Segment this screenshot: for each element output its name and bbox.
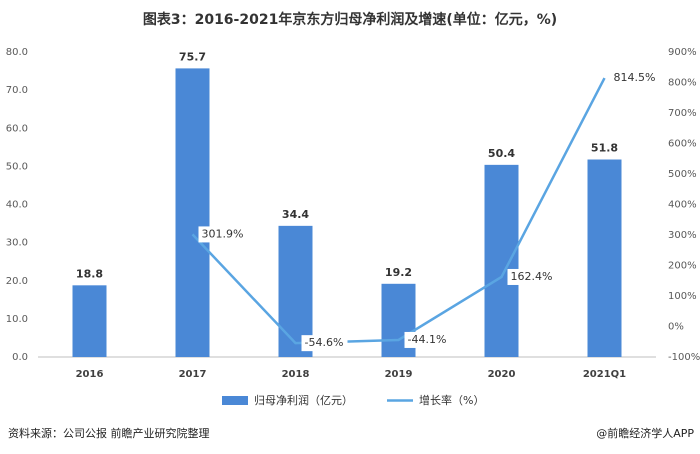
y-tick-label: 50.0 [6, 161, 28, 172]
line-value-label: 301.9% [202, 227, 244, 240]
y2-tick-label: 600% [668, 139, 697, 150]
y2-tick-label: 500% [668, 169, 697, 180]
y-tick-label: 80.0 [6, 47, 28, 58]
line-label-bg [198, 226, 245, 243]
y2-tick-label: 900% [668, 47, 697, 58]
y2-tick-label: 400% [668, 200, 697, 211]
line-value-label: 162.4% [511, 270, 553, 283]
x-tick-label: 2018 [282, 369, 310, 380]
chart-title: 图表3：2016-2021年京东方归母净利润及增速(单位：亿元，%) [143, 11, 557, 28]
line-value-label: -44.1% [408, 333, 447, 346]
line-label-bg [610, 70, 657, 87]
line-label-bg [301, 335, 348, 352]
legend-swatch [222, 396, 248, 405]
legend-label: 增长率（%） [419, 393, 484, 407]
y2-tick-label: 700% [668, 108, 697, 119]
y2-tick-label: 0% [668, 322, 684, 333]
x-tick-label: 2017 [179, 369, 207, 380]
line [191, 77, 606, 345]
y-tick-label: 70.0 [6, 85, 28, 96]
bar [72, 285, 107, 357]
legend-label: 归母净利润（亿元） [254, 393, 353, 407]
y-tick-label: 0.0 [12, 352, 28, 363]
source-note: 资料来源：公司公报 前瞻产业研究院整理 [8, 426, 210, 440]
bar-value-label: 75.7 [179, 50, 206, 63]
y-tick-label: 20.0 [6, 276, 28, 287]
y2-tick-label: 800% [668, 78, 697, 89]
bar [278, 225, 313, 357]
x-tick-label: 2020 [488, 369, 516, 380]
bar-value-label: 51.8 [591, 142, 618, 155]
x-tick-label: 2016 [76, 369, 104, 380]
bar [175, 68, 210, 358]
line-label-bg [507, 268, 554, 285]
x-tick-label: 2021Q1 [583, 369, 626, 380]
bar-value-label: 19.2 [385, 266, 412, 279]
y2-tick-label: 100% [668, 291, 697, 302]
y-tick-label: 30.0 [6, 238, 28, 249]
y2-tick-label: 300% [668, 230, 697, 241]
y-tick-label: 40.0 [6, 200, 28, 211]
y2-tick-label: -100% [668, 352, 700, 363]
bar [587, 159, 622, 357]
line-value-label: -54.6% [305, 336, 344, 349]
credit: @前瞻经济学人APP [596, 426, 694, 440]
y-tick-label: 10.0 [6, 314, 28, 325]
y-tick-label: 60.0 [6, 123, 28, 134]
x-tick-label: 2019 [385, 369, 413, 380]
bar-value-label: 50.4 [488, 147, 515, 160]
bar-value-label: 18.8 [76, 267, 103, 280]
line-value-label: 814.5% [614, 71, 656, 84]
y2-tick-label: 200% [668, 261, 697, 272]
line-label-bg [404, 331, 451, 348]
bar [484, 164, 519, 357]
bar-value-label: 34.4 [282, 208, 309, 221]
